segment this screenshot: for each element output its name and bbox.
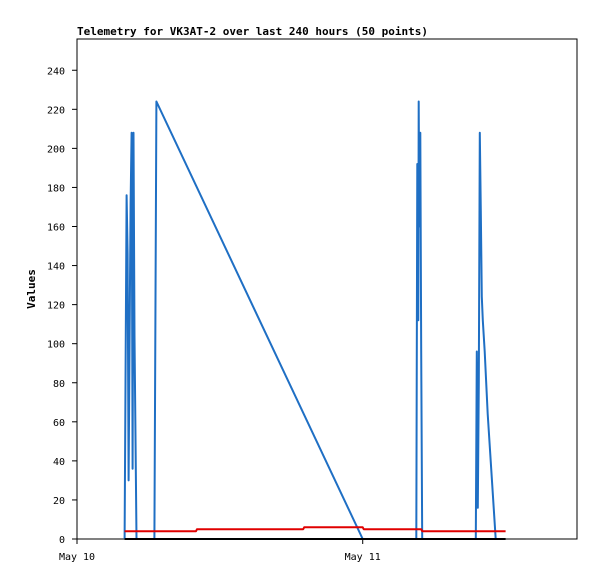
- y-tick-label: 200: [47, 144, 65, 155]
- y-tick-label: 60: [53, 418, 65, 429]
- y-tick-label: 220: [47, 105, 65, 116]
- y-tick-label: 140: [47, 262, 65, 273]
- x-tick-label: May 10: [59, 552, 95, 563]
- x-axis: May 10 May 11: [59, 539, 381, 563]
- y-tick-label: 20: [53, 496, 65, 507]
- chart-title: Telemetry for VK3AT-2 over last 240 hour…: [77, 25, 428, 38]
- y-tick-label: 80: [53, 379, 65, 390]
- y-tick-label: 0: [59, 535, 65, 546]
- y-axis-label: Values: [25, 269, 38, 309]
- y-tick-label: 100: [47, 340, 65, 351]
- y-tick-label: 240: [47, 66, 65, 77]
- y-tick-label: 40: [53, 457, 65, 468]
- y-tick-label: 180: [47, 183, 65, 194]
- series-layer: [123, 100, 506, 540]
- x-tick-label: May 11: [345, 552, 381, 563]
- y-tick-label: 160: [47, 223, 65, 234]
- y-axis: 0 20 40 60 80 100 120 140 160 180 200 220 240: [47, 66, 77, 546]
- y-tick-label: 120: [47, 301, 65, 312]
- series-line: [123, 100, 497, 540]
- series-line: [124, 526, 506, 533]
